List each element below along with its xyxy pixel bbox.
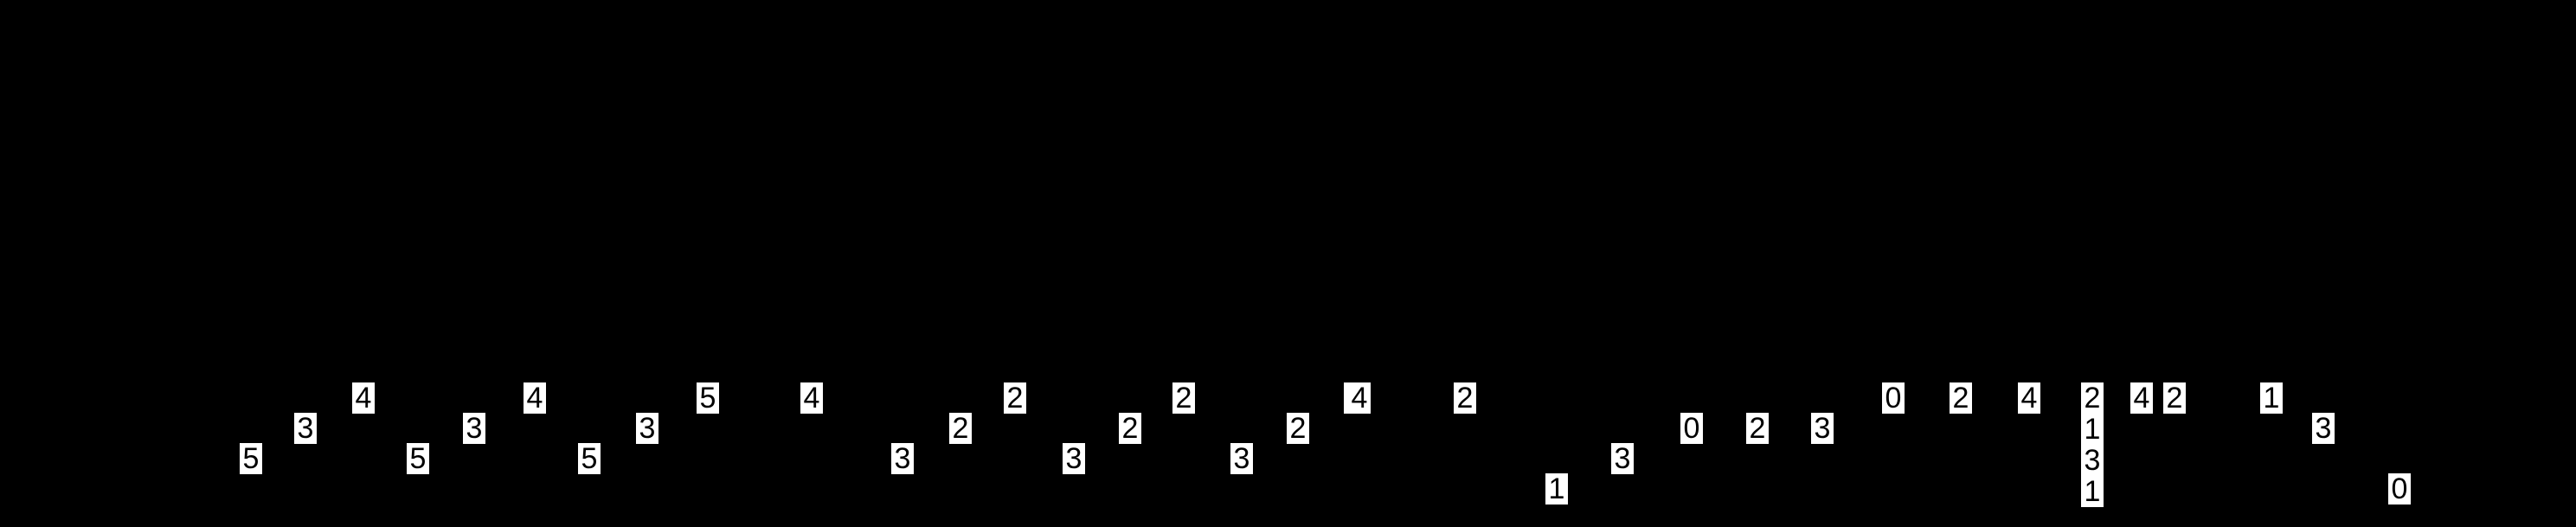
digit-label: 2 [1004,382,1026,414]
digit-label: 2 [1172,382,1195,414]
digit-label: 2 [1119,413,1141,444]
digit-label: 3 [294,413,317,444]
digit-label: 0 [2388,473,2411,505]
digit-label: 3 [1611,443,1634,474]
digit-label: 0 [1882,382,1905,414]
digit-label: 2 [1287,413,1309,444]
digit-label: 2 [2163,382,2186,414]
digit-label: 4 [800,382,823,414]
digit-label: 3 [891,443,914,474]
digit-label: 5 [407,443,429,474]
digit-label: 5 [240,443,262,474]
digit-label: 5 [578,443,601,474]
digit-label: 4 [524,382,546,414]
digit-label-stack: 2 1 3 1 [2081,382,2104,507]
digit-label: 3 [1063,443,1085,474]
digit-label: 4 [352,382,375,414]
digit-label: 3 [1811,413,1834,444]
digit-label: 1 [2260,382,2283,414]
digit-label: 2 [1454,382,1476,414]
digit-label: 2 [949,413,972,444]
digit-label: 2 [1746,413,1769,444]
digit-label: 3 [636,413,658,444]
digit-label: 1 [1545,473,1568,505]
digit-label: 3 [2312,413,2335,444]
digit-label: 0 [1680,413,1703,444]
digit-label: 2 [1950,382,1972,414]
digit-label: 4 [2018,382,2040,414]
digit-label: 4 [1348,382,1371,414]
digit-label: 3 [1230,443,1253,474]
digit-label: 4 [2130,382,2153,414]
digit-label: 3 [463,413,485,444]
digit-label: 5 [697,382,719,414]
